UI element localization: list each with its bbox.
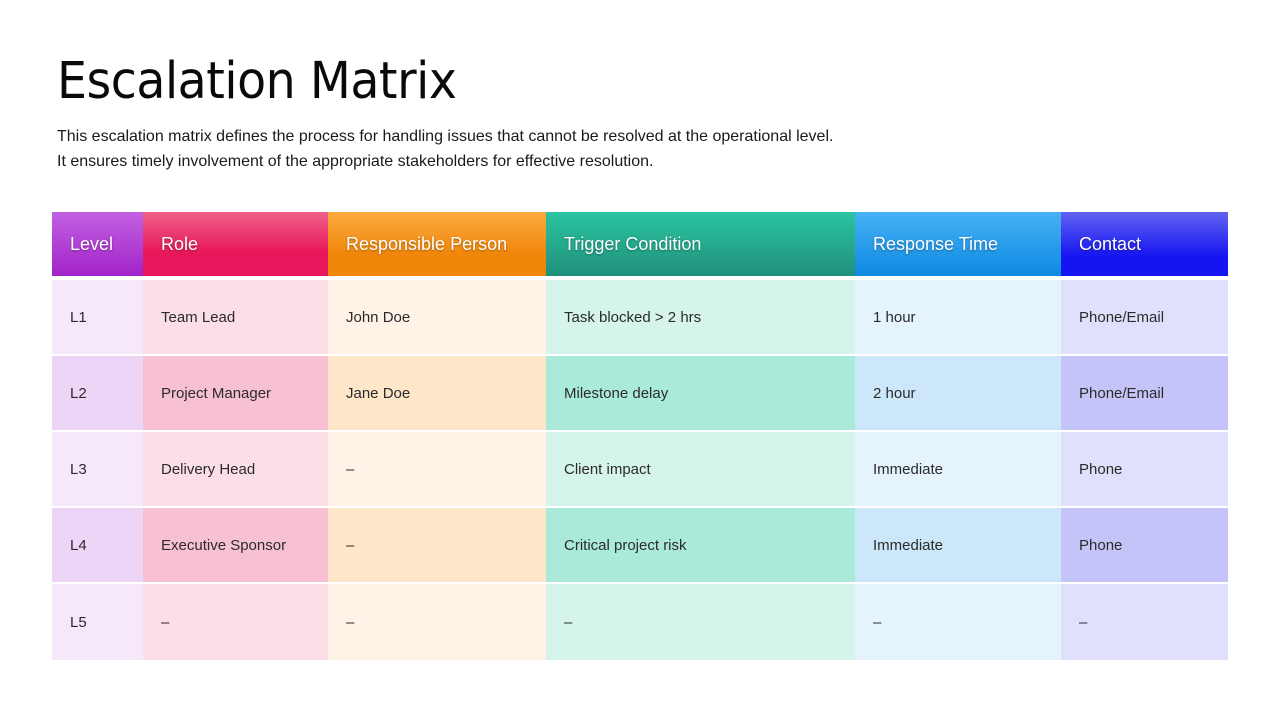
cell-trigger-condition: Client impact [546, 432, 855, 508]
cell-level: L3 [52, 432, 143, 508]
cell-level: L2 [52, 356, 143, 432]
column-header-level: Level [52, 212, 143, 280]
cell-role: Project Manager [143, 356, 328, 432]
column-header-response-time: Response Time [855, 212, 1061, 280]
cell-responsible-person: – [328, 584, 546, 660]
cell-responsible-person: John Doe [328, 280, 546, 356]
description-line-1: This escalation matrix defines the proce… [57, 128, 834, 145]
cell-contact: Phone [1061, 432, 1228, 508]
page-description: This escalation matrix defines the proce… [57, 124, 957, 174]
cell-response-time: 1 hour [855, 280, 1061, 356]
cell-level: L5 [52, 584, 143, 660]
table-row: L1 Team Lead John Doe Task blocked > 2 h… [52, 280, 1228, 356]
cell-contact: Phone/Email [1061, 356, 1228, 432]
table-row: L4 Executive Sponsor – Critical project … [52, 508, 1228, 584]
cell-level: L1 [52, 280, 143, 356]
table-row: L3 Delivery Head – Client impact Immedia… [52, 432, 1228, 508]
column-header-contact: Contact [1061, 212, 1228, 280]
cell-level: L4 [52, 508, 143, 584]
cell-contact: Phone [1061, 508, 1228, 584]
cell-trigger-condition: – [546, 584, 855, 660]
cell-trigger-condition: Critical project risk [546, 508, 855, 584]
cell-response-time: – [855, 584, 1061, 660]
escalation-matrix-table: Level Role Responsible Person Trigger Co… [52, 212, 1228, 660]
page-title: Escalation Matrix [57, 52, 457, 111]
cell-role: – [143, 584, 328, 660]
cell-response-time: 2 hour [855, 356, 1061, 432]
table-row: L5 – – – – – [52, 584, 1228, 660]
cell-responsible-person: – [328, 508, 546, 584]
description-line-2: It ensures timely involvement of the app… [57, 153, 654, 170]
cell-role: Team Lead [143, 280, 328, 356]
cell-trigger-condition: Task blocked > 2 hrs [546, 280, 855, 356]
cell-trigger-condition: Milestone delay [546, 356, 855, 432]
column-header-responsible-person: Responsible Person [328, 212, 546, 280]
column-header-trigger-condition: Trigger Condition [546, 212, 855, 280]
table-header-row: Level Role Responsible Person Trigger Co… [52, 212, 1228, 280]
cell-role: Executive Sponsor [143, 508, 328, 584]
table-row: L2 Project Manager Jane Doe Milestone de… [52, 356, 1228, 432]
cell-responsible-person: – [328, 432, 546, 508]
column-header-role: Role [143, 212, 328, 280]
cell-response-time: Immediate [855, 508, 1061, 584]
cell-responsible-person: Jane Doe [328, 356, 546, 432]
cell-response-time: Immediate [855, 432, 1061, 508]
cell-contact: Phone/Email [1061, 280, 1228, 356]
cell-role: Delivery Head [143, 432, 328, 508]
cell-contact: – [1061, 584, 1228, 660]
